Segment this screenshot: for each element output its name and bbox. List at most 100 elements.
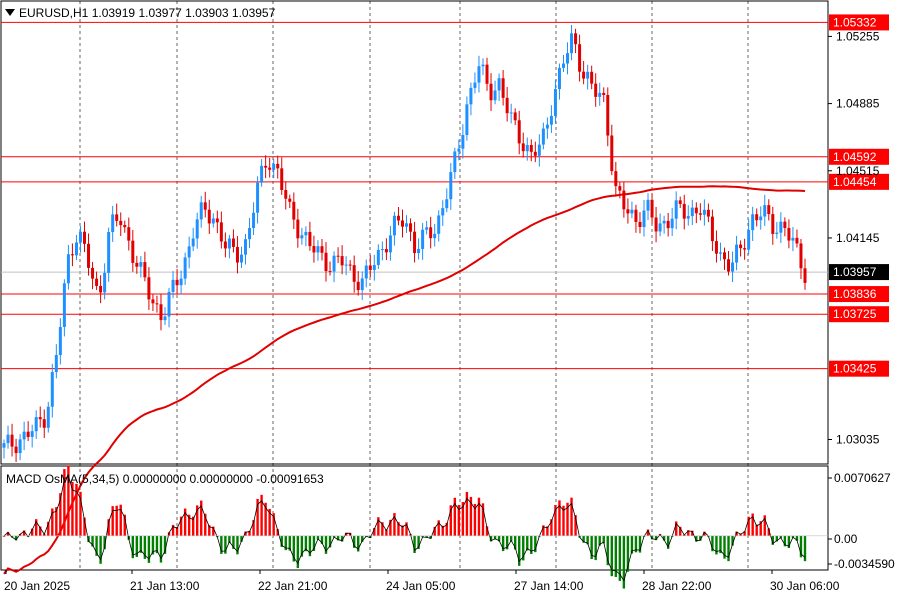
macd-bar [43, 533, 46, 536]
macd-bar [55, 507, 58, 536]
time-axis-label: 20 Jan 2025 [4, 579, 70, 593]
macd-bar [187, 514, 191, 536]
macd-bar [260, 494, 263, 536]
macd-bar [401, 525, 404, 536]
candle-body [179, 278, 183, 286]
candle-body [513, 112, 517, 121]
candle-body [739, 244, 743, 249]
candle-body [155, 303, 159, 305]
candle-body [783, 221, 787, 228]
macd-bar [699, 535, 702, 541]
macd-bar [344, 532, 348, 536]
macd-bar [75, 483, 78, 536]
macd-bar [493, 535, 497, 540]
macd-bar [204, 513, 207, 536]
candle-body [223, 241, 227, 249]
macd-bar [232, 535, 235, 549]
candle-body [187, 246, 191, 258]
macd-bar [220, 535, 223, 554]
macd-bar [501, 535, 505, 552]
macd-bar [727, 535, 730, 562]
macd-bar [791, 535, 795, 538]
macd-bar [618, 535, 622, 581]
macd-bar [236, 535, 239, 555]
candle-body [561, 63, 565, 68]
candle-body [42, 419, 46, 428]
candle-body [62, 283, 66, 327]
macd-bar [441, 525, 444, 536]
level-price-label: 1.05332 [833, 15, 877, 29]
candle-body [614, 171, 618, 187]
macd-bar [300, 535, 304, 557]
macd-bar [292, 535, 296, 562]
candle-body [714, 241, 718, 254]
macd-bar [679, 526, 682, 536]
candle-body [678, 200, 682, 204]
macd-bar [107, 519, 110, 536]
candle-body [481, 64, 485, 67]
candle-body [340, 256, 344, 266]
macd-bar [244, 531, 247, 536]
open-value: 1.03919 [91, 6, 136, 20]
candle-body [570, 33, 574, 54]
macd-bar [308, 535, 312, 557]
macd-bar [534, 535, 537, 553]
macd-bar [715, 535, 718, 555]
macd-bar [131, 535, 135, 559]
macd-bar [405, 522, 408, 536]
candle-body [694, 207, 698, 214]
candle-body [10, 434, 14, 447]
current-price-label: 1.03957 [833, 265, 877, 279]
candle-body [2, 443, 6, 448]
macd-bar [385, 529, 388, 536]
candle-body [743, 248, 747, 250]
candle-body [380, 249, 384, 251]
candle-body [392, 215, 396, 236]
macd-bar [276, 529, 279, 536]
candle-body [111, 214, 115, 233]
macd-bar [634, 535, 638, 553]
candle-body [239, 254, 243, 263]
candle-body [70, 254, 74, 256]
candle-body [332, 255, 336, 272]
macd-bar [2, 535, 6, 537]
macd-tick-label: 0.0070627 [834, 471, 891, 485]
macd-bar [256, 498, 259, 536]
candle-body [159, 304, 163, 321]
macd-bar [562, 505, 565, 536]
macd-bar [22, 530, 26, 536]
candle-body [58, 326, 62, 356]
candle-body [429, 227, 433, 239]
macd-bar [477, 497, 481, 536]
candle-body [372, 264, 376, 270]
candle-body [686, 216, 690, 219]
macd-bar [795, 535, 799, 541]
macd-tick-label: 0.00 [834, 532, 858, 546]
candle-body [666, 220, 670, 229]
macd-bar [481, 503, 485, 536]
collapse-triangle-icon[interactable] [5, 9, 15, 16]
candle-body [791, 237, 795, 241]
macd-bar [103, 535, 106, 550]
candle-body [87, 243, 91, 268]
level-price-tag [829, 286, 889, 303]
candle-body [425, 227, 429, 230]
macd-bar [14, 535, 18, 541]
candle-body [646, 199, 650, 211]
macd-bar [735, 531, 738, 536]
candle-body [626, 209, 630, 214]
candle-body [300, 235, 304, 239]
price-tick-label: 1.03035 [836, 432, 880, 446]
macd-bar [626, 535, 630, 572]
time-axis-label: 30 Jan 06:00 [770, 579, 840, 593]
macd-bar [413, 535, 416, 553]
macd-value-3: -0.00091653 [256, 472, 324, 486]
candle-body [83, 231, 87, 244]
candle-body [803, 268, 807, 283]
macd-bar [731, 535, 734, 546]
macd-bar [381, 522, 384, 536]
candle-body [312, 246, 316, 253]
candle-body [670, 218, 674, 229]
macd-bar [147, 535, 151, 563]
